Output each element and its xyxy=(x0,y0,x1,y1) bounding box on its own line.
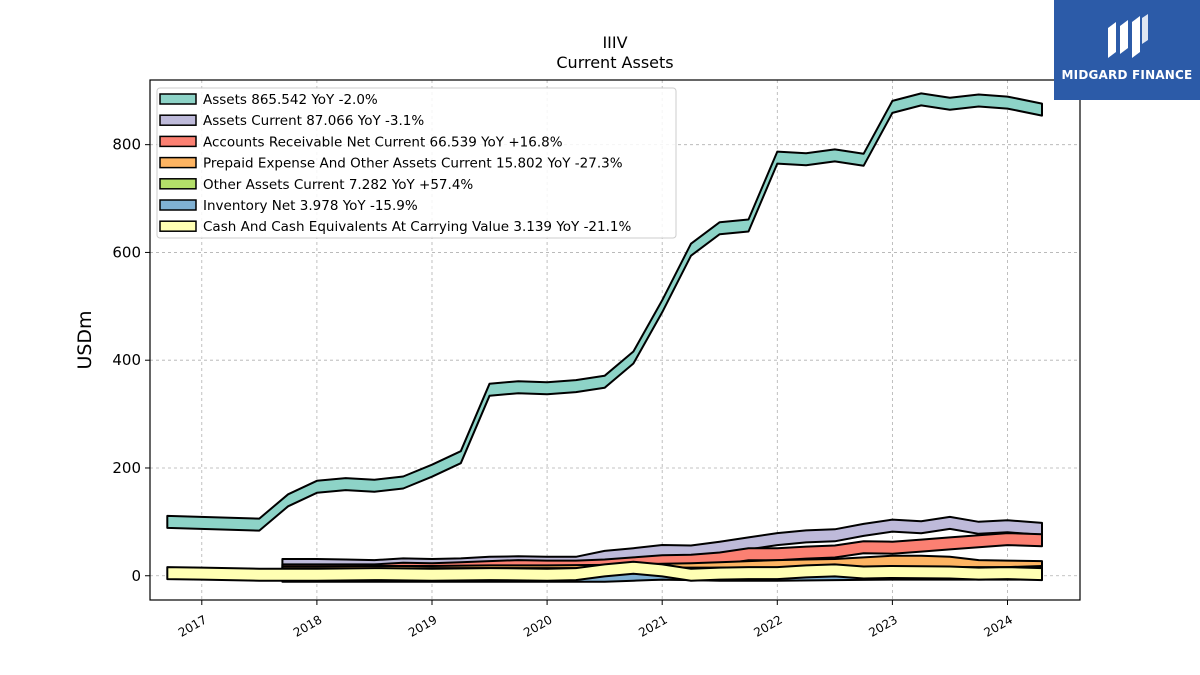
legend-swatch-prepaid xyxy=(159,156,197,169)
chart-title: IIIV xyxy=(602,33,627,52)
series-group xyxy=(166,92,1043,583)
logo-mark-icon xyxy=(1108,14,1148,58)
y-tick-label: 600 xyxy=(112,243,141,261)
legend-label-cash: Cash And Cash Equivalents At Carrying Va… xyxy=(203,219,631,235)
series-cash xyxy=(166,560,1043,582)
legend-label-accounts_receivable: Accounts Receivable Net Current 66.539 Y… xyxy=(203,134,563,150)
legend-label-other: Other Assets Current 7.282 YoY +57.4% xyxy=(203,177,473,193)
legend-label-prepaid: Prepaid Expense And Other Assets Current… xyxy=(203,156,623,172)
legend-label-inventory: Inventory Net 3.978 YoY -15.9% xyxy=(203,198,418,214)
chart-subtitle: Current Assets xyxy=(556,53,673,72)
x-tick-label: 2019 xyxy=(406,612,439,639)
y-tick-label: 0 xyxy=(131,567,141,585)
series-assets xyxy=(166,92,1043,532)
legend-swatch-accounts_receivable xyxy=(159,135,197,148)
x-tick-label: 2020 xyxy=(521,612,554,639)
x-tick-label: 2022 xyxy=(751,612,784,639)
y-tick-label: 800 xyxy=(112,136,141,154)
legend-swatch-other xyxy=(159,178,197,190)
legend-label-assets: Assets 865.542 YoY -2.0% xyxy=(203,92,378,108)
legend-box xyxy=(156,87,677,239)
x-tick-label: 2018 xyxy=(291,612,324,639)
legend-swatch-assets xyxy=(159,93,197,105)
plot-frame xyxy=(149,79,1081,601)
legend: Assets 865.542 YoY -2.0% Assets Current 8… xyxy=(156,87,677,239)
y-tick-label: 200 xyxy=(112,459,141,477)
x-tick-label: 2021 xyxy=(636,612,669,639)
x-tick-label: 2017 xyxy=(176,612,209,639)
y-axis: 0 200 400 600 800 xyxy=(112,136,150,585)
logo-text: MIDGARD FINANCE xyxy=(1061,68,1193,82)
x-tick-label: 2024 xyxy=(982,612,1015,639)
midgard-finance-logo: MIDGARD FINANCE xyxy=(1054,0,1200,100)
legend-swatch-cash xyxy=(159,220,197,232)
legend-label-assets_current: Assets Current 87.066 YoY -3.1% xyxy=(203,113,424,129)
x-axis: 2017 2018 2019 2020 2021 2022 2023 2024 xyxy=(176,600,1015,640)
x-tick-label: 2023 xyxy=(866,612,899,639)
y-tick-label: 400 xyxy=(112,351,141,369)
legend-swatch-inventory xyxy=(159,199,197,211)
legend-swatch-assets_current xyxy=(159,114,197,126)
y-axis-label: USDm xyxy=(74,310,96,369)
